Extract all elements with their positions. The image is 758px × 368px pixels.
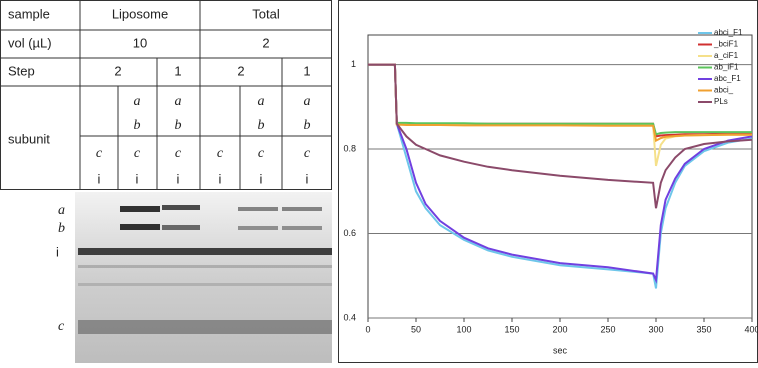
cell: 1 bbox=[303, 63, 310, 78]
x-axis-label: sec bbox=[553, 345, 568, 355]
y-tick-label: 1 bbox=[351, 59, 356, 69]
subunit-cell: a bbox=[304, 94, 311, 109]
subunit-cell: i bbox=[306, 171, 309, 186]
gel-label: c bbox=[58, 319, 65, 334]
cell: 10 bbox=[133, 35, 147, 50]
subunit-cell: a bbox=[175, 94, 182, 109]
subunit-cell: i bbox=[98, 171, 101, 186]
subunit-cell: i bbox=[260, 171, 263, 186]
legend-label: PLs bbox=[714, 97, 728, 106]
x-tick-label: 150 bbox=[504, 324, 519, 334]
subunit-cell: b bbox=[258, 118, 265, 133]
subunit-cell: i bbox=[219, 171, 222, 186]
x-tick-label: 350 bbox=[696, 324, 711, 334]
y-tick-label: 0.4 bbox=[343, 312, 356, 322]
subunit-cell: a bbox=[134, 94, 141, 109]
gel-label: i bbox=[56, 244, 59, 259]
gel-label: b bbox=[58, 221, 65, 236]
cell: 2 bbox=[237, 63, 244, 78]
legend-label: a_ciF1 bbox=[714, 51, 739, 60]
subunit-cell: i bbox=[177, 171, 180, 186]
legend-label: abci_F1 bbox=[714, 28, 743, 37]
subunit-cell: c bbox=[217, 146, 224, 161]
x-tick-label: 400 bbox=[744, 324, 758, 334]
table-grid bbox=[0, 0, 332, 190]
subunit-cell: c bbox=[96, 146, 103, 161]
row-label: subunit bbox=[8, 131, 50, 146]
row-label: sample bbox=[8, 6, 50, 21]
chart-frame bbox=[339, 1, 758, 363]
x-tick-label: 100 bbox=[456, 324, 471, 334]
y-tick-label: 0.8 bbox=[343, 143, 356, 153]
subunit-cell: b bbox=[175, 118, 182, 133]
row-label: vol (µL) bbox=[8, 35, 52, 50]
x-tick-label: 0 bbox=[365, 324, 370, 334]
cell: 2 bbox=[262, 35, 269, 50]
cell: Liposome bbox=[112, 6, 168, 21]
row-label: Step bbox=[8, 63, 35, 78]
subunit-cell: b bbox=[304, 118, 311, 133]
subunit-cell: c bbox=[175, 146, 182, 161]
legend-label: abc_F1 bbox=[714, 74, 741, 83]
cell: 1 bbox=[174, 63, 181, 78]
x-tick-label: 250 bbox=[600, 324, 615, 334]
x-tick-label: 50 bbox=[411, 324, 421, 334]
subunit-cell: c bbox=[258, 146, 265, 161]
legend-label: abci_ bbox=[714, 86, 734, 95]
subunit-cell: a bbox=[258, 94, 265, 109]
legend-label: ab_iF1 bbox=[714, 63, 739, 72]
x-tick-label: 300 bbox=[648, 324, 663, 334]
subunit-cell: b bbox=[134, 118, 141, 133]
subunit-cell: c bbox=[134, 146, 141, 161]
subunit-cell: i bbox=[136, 171, 139, 186]
legend-label: _bciF1 bbox=[713, 40, 739, 49]
subunit-cell: c bbox=[304, 146, 311, 161]
cell: 2 bbox=[114, 63, 121, 78]
cell: Total bbox=[252, 6, 280, 21]
gel-label: a bbox=[58, 203, 65, 218]
x-tick-label: 200 bbox=[552, 324, 567, 334]
y-tick-label: 0.6 bbox=[343, 228, 356, 238]
figure: sample vol (µL) Step subunit Liposome To… bbox=[0, 0, 758, 363]
gel-image bbox=[75, 192, 332, 363]
